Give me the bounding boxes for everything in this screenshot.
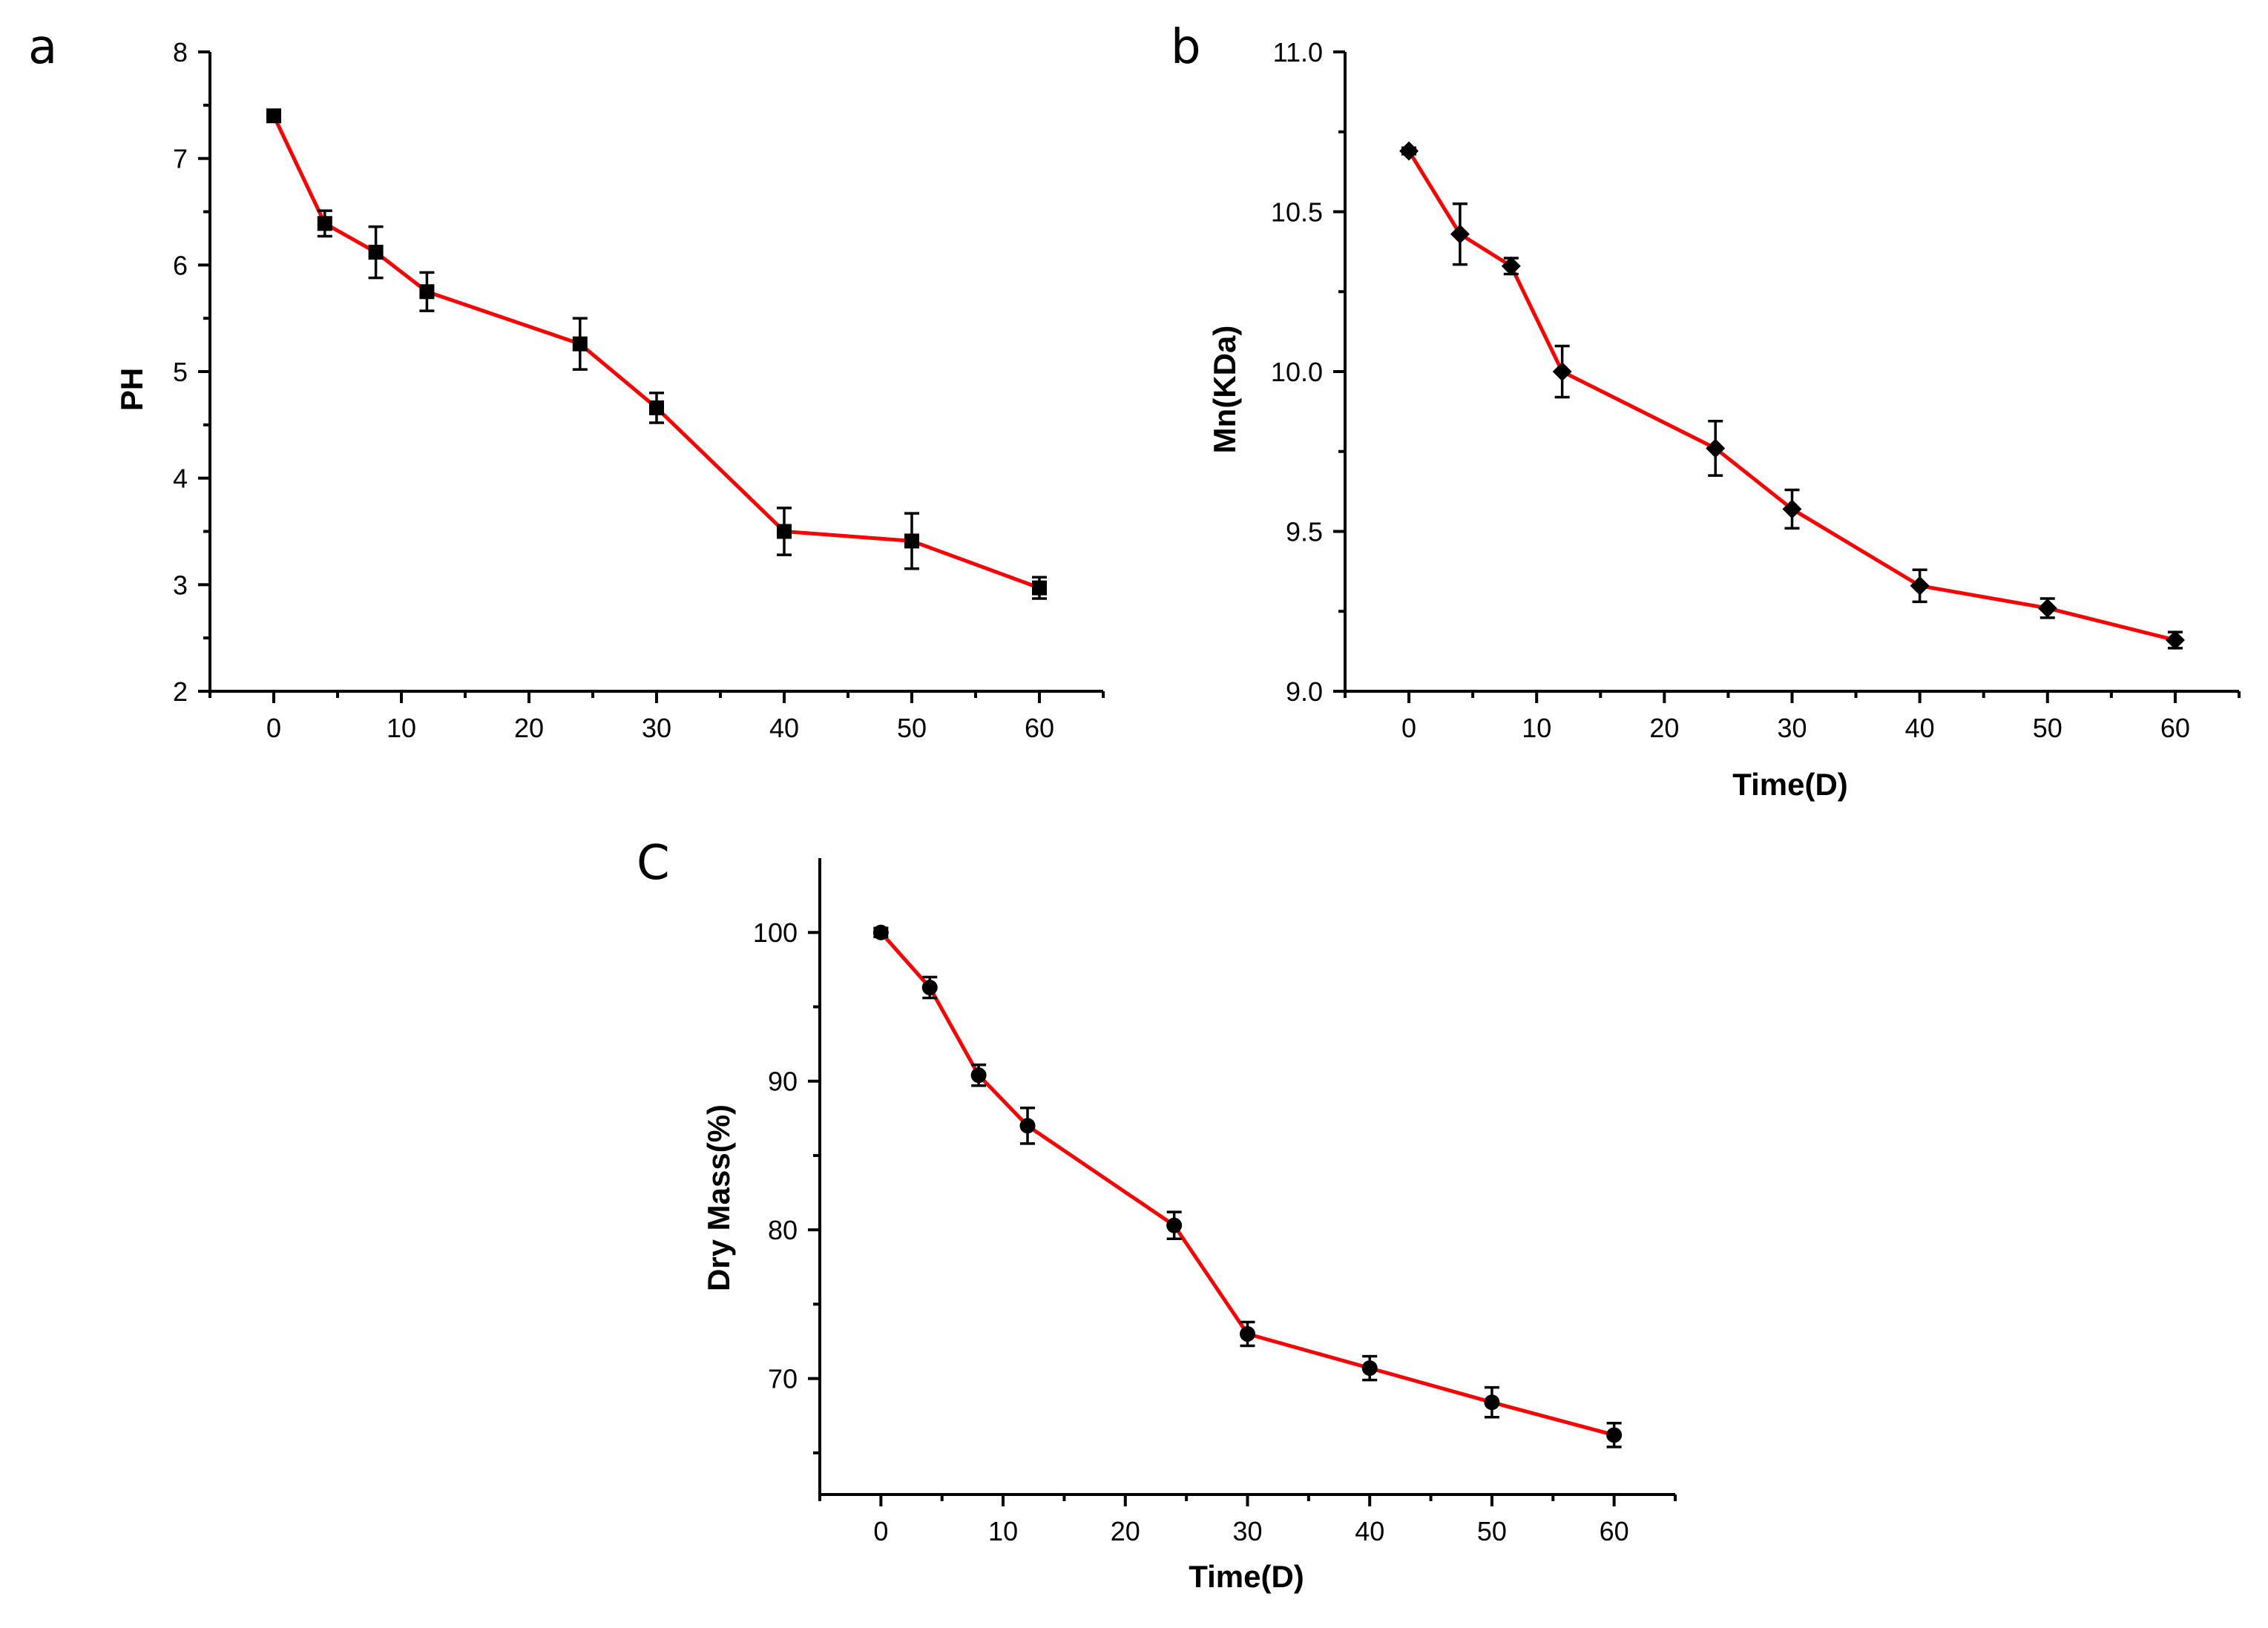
- x-tick-label: 30: [642, 713, 671, 743]
- y-tick-label: 10.5: [1271, 197, 1323, 228]
- x-tick-label: 40: [1355, 1516, 1384, 1546]
- y-tick-label: 100: [753, 917, 798, 948]
- data-point-circle: [1166, 1217, 1183, 1233]
- data-point-diamond: [1552, 362, 1572, 381]
- x-tick-label: 10: [1522, 713, 1551, 743]
- y-tick-label: 2: [173, 676, 188, 707]
- data-point-diamond: [1706, 438, 1726, 458]
- data-point-circle: [970, 1067, 987, 1084]
- y-tick-label: 5: [173, 357, 188, 387]
- y-tick-label: 9.0: [1286, 676, 1323, 707]
- x-tick-label: 20: [1649, 713, 1679, 743]
- data-point-diamond: [1399, 141, 1419, 161]
- data-point-circle: [1019, 1118, 1036, 1134]
- x-axis-title-b: Time(D): [1732, 767, 1848, 802]
- chart-panel-c: C 0 10 20 30 40 50 60 70 80 90 100 Dry Mass(%) Tim…: [637, 836, 1677, 1594]
- x-tick-label: 40: [769, 713, 799, 743]
- x-tick-label: 60: [1600, 1516, 1629, 1546]
- series-c: [872, 924, 1623, 1449]
- chart-panel-a: a 0 10 20 30 40 50 60 2 3 4 5 6 7 8 PH: [28, 20, 1105, 743]
- series-line: [1407, 150, 2176, 642]
- x-tick-label: 0: [1401, 713, 1416, 743]
- x-tick-label: 50: [897, 713, 927, 743]
- data-point-circle: [921, 979, 938, 995]
- data-point-circle: [1240, 1325, 1255, 1342]
- data-point-diamond: [2165, 630, 2185, 650]
- data-point-square: [317, 216, 332, 231]
- x-axis-title-c: Time(D): [1189, 1559, 1304, 1594]
- x-tick-label: 50: [2033, 713, 2062, 743]
- data-point-circle: [1484, 1394, 1500, 1411]
- series-line: [879, 931, 1615, 1437]
- y-axis-title-a: PH: [114, 368, 149, 411]
- panel-label-a: a: [28, 20, 57, 75]
- x-tick-label: 30: [1777, 713, 1807, 743]
- x-tick-label: 10: [387, 713, 416, 743]
- y-tick-label: 80: [768, 1215, 798, 1245]
- axes-b: 0 10 20 30 40 50 60 9.0 9.5 10.0 10.5 11.0: [1271, 37, 2241, 743]
- data-point-diamond: [2037, 598, 2057, 618]
- axes-c: 0 10 20 30 40 50 60 70 80 90 100: [753, 858, 1677, 1546]
- y-tick-label: 70: [768, 1364, 798, 1394]
- y-axis-title-c: Dry Mass(%): [701, 1104, 736, 1291]
- data-point-diamond: [1501, 256, 1521, 276]
- data-point-diamond: [1450, 224, 1470, 244]
- data-point-square: [419, 284, 435, 300]
- x-tick-label: 60: [2160, 713, 2190, 743]
- x-tick-label: 20: [514, 713, 544, 743]
- y-tick-label: 7: [173, 144, 188, 174]
- x-tick-label: 40: [1905, 713, 1935, 743]
- chart-panel-b: b 0 10 20 30 40 50 60 9.0 9.5 10.0 10.5 11.0 Mn(KDa…: [1171, 20, 2241, 802]
- y-tick-label: 9.5: [1286, 517, 1323, 547]
- x-tick-label: 20: [1111, 1516, 1140, 1546]
- data-point-square: [904, 533, 919, 549]
- y-tick-label: 11.0: [1273, 37, 1323, 67]
- x-tick-label: 50: [1477, 1516, 1507, 1546]
- x-tick-label: 60: [1025, 713, 1054, 743]
- y-tick-label: 6: [173, 250, 188, 280]
- x-tick-label: 30: [1232, 1516, 1262, 1546]
- series-a: [266, 108, 1047, 600]
- data-point-square: [649, 400, 664, 415]
- data-point-circle: [1361, 1360, 1378, 1377]
- series-line: [272, 115, 1040, 590]
- x-tick-label: 10: [988, 1516, 1018, 1546]
- data-point-square: [368, 245, 384, 260]
- axes-a: 0 10 20 30 40 50 60 2 3 4 5 6 7 8: [173, 37, 1105, 743]
- data-point-circle: [1606, 1427, 1623, 1443]
- data-point-square: [572, 336, 588, 352]
- data-point-square: [777, 524, 792, 539]
- x-tick-label: 0: [873, 1516, 888, 1546]
- data-point-diamond: [1782, 499, 1802, 519]
- data-point-square: [266, 108, 281, 124]
- y-tick-label: 4: [173, 464, 188, 494]
- y-tick-label: 8: [173, 37, 188, 67]
- y-axis-title-b: Mn(KDa): [1207, 326, 1242, 454]
- panel-label-b: b: [1171, 20, 1201, 75]
- y-tick-label: 10.0: [1271, 357, 1323, 387]
- data-point-diamond: [1910, 576, 1930, 596]
- y-tick-label: 3: [173, 570, 188, 600]
- series-b: [1399, 141, 2185, 650]
- x-tick-label: 0: [266, 713, 281, 743]
- y-tick-label: 90: [768, 1067, 798, 1097]
- panel-label-c: C: [637, 836, 670, 891]
- data-point-square: [1032, 580, 1047, 596]
- data-point-circle: [872, 924, 889, 940]
